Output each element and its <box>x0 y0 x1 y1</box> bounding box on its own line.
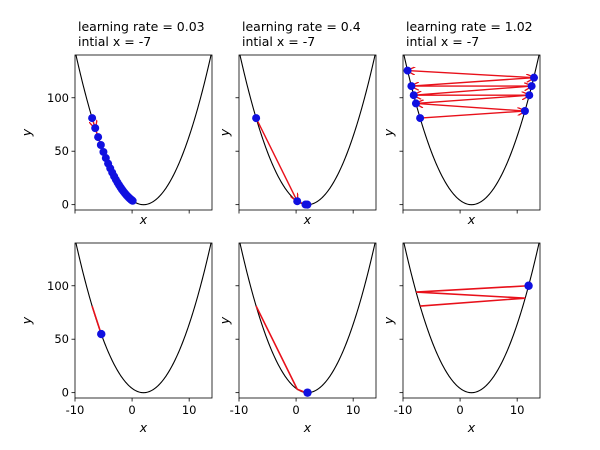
data-marks <box>416 281 533 307</box>
x-axis-label: x <box>303 212 312 227</box>
x-axis-label: x <box>139 420 148 435</box>
subplot-1: learning rate = 0.03 intial x = -7 0 50 100… <box>19 19 213 227</box>
subplot-6: -10 0 10 x y <box>381 242 541 435</box>
axes-frame <box>74 54 213 211</box>
descent-point <box>94 133 103 142</box>
descent-point <box>527 82 536 91</box>
descent-point <box>99 147 108 156</box>
descent-point <box>88 114 97 123</box>
y-axis-label: y <box>19 316 34 325</box>
y-axis-label: y <box>217 128 232 137</box>
subplot-3: learning rate = 1.02 intial x = -7 x y <box>381 19 541 227</box>
y-tick-label: 0 <box>62 198 69 212</box>
descent-step-arrow <box>420 111 525 119</box>
descent-trail <box>255 305 308 394</box>
axes-frame <box>74 242 213 399</box>
x-axis-label: x <box>139 212 148 227</box>
descent-trail <box>91 305 103 335</box>
descent-step-arrow <box>408 71 535 79</box>
axes-frame <box>238 54 377 211</box>
x-axis-label: x <box>303 420 312 435</box>
x-tick-label: 10 <box>182 403 197 417</box>
descent-point <box>252 114 261 123</box>
x-tick-label: 0 <box>292 403 299 417</box>
y-tick-label: 100 <box>47 279 69 293</box>
y-tick-label: 0 <box>62 386 69 400</box>
x-tick-label: 0 <box>128 403 135 417</box>
subplot-title-line: intial x = -7 <box>78 34 151 49</box>
descent-point <box>411 99 420 108</box>
current-point <box>303 388 312 397</box>
subplot-title-line: learning rate = 0.03 <box>78 19 205 34</box>
descent-point <box>409 91 418 100</box>
subplot-title-line: learning rate = 0.4 <box>242 19 361 34</box>
subplot-2: learning rate = 0.4 intial x = -7 x y <box>217 19 377 227</box>
x-tick-label: -10 <box>230 403 249 417</box>
descent-trail <box>416 284 529 307</box>
current-point <box>97 329 106 339</box>
subplot-title-line: learning rate = 1.02 <box>406 19 533 34</box>
descent-step-arrow <box>413 86 532 96</box>
x-tick-label: 0 <box>456 403 463 417</box>
y-axis-label: y <box>19 128 34 137</box>
y-tick-label: 100 <box>47 91 69 105</box>
descent-point <box>403 66 412 75</box>
descent-point <box>416 114 425 123</box>
subplot-4: 0 50 100 -10 0 10 x y <box>19 242 213 435</box>
function-curve <box>239 243 376 394</box>
subplot-5: -10 0 10 x y <box>217 242 377 435</box>
descent-step-arrow <box>415 95 529 105</box>
y-axis-label: y <box>381 128 396 137</box>
data-marks <box>88 114 137 205</box>
y-tick-label: 50 <box>54 332 69 346</box>
descent-point <box>96 141 105 150</box>
x-tick-label: 10 <box>510 403 525 417</box>
y-axis-label: y <box>381 316 396 325</box>
x-tick-label: -10 <box>394 403 413 417</box>
axes-frame <box>402 54 541 211</box>
descent-point <box>303 200 312 209</box>
y-tick-label: 50 <box>54 144 69 158</box>
descent-point <box>293 197 302 206</box>
descent-point <box>91 124 100 133</box>
axes-frame <box>238 242 377 399</box>
subplot-title-line: intial x = -7 <box>406 34 479 49</box>
x-axis-label: x <box>467 212 476 227</box>
x-tick-label: 10 <box>346 403 361 417</box>
data-marks <box>91 305 106 339</box>
descent-point <box>407 82 416 91</box>
function-curve <box>239 55 376 206</box>
data-marks <box>403 66 539 123</box>
descent-point <box>520 107 529 116</box>
descent-point <box>525 91 534 100</box>
data-marks <box>255 305 312 397</box>
function-curve <box>403 243 540 394</box>
descent-step-arrow <box>255 117 297 201</box>
descent-step-arrow <box>411 78 534 87</box>
x-tick-label: -10 <box>66 403 85 417</box>
descent-point <box>530 73 539 82</box>
descent-point <box>128 196 137 205</box>
subplot-title-line: intial x = -7 <box>242 34 315 49</box>
x-axis-label: x <box>467 420 476 435</box>
function-curve <box>403 55 540 206</box>
current-point <box>524 281 533 290</box>
axes-frame <box>402 242 541 399</box>
descent-step-arrow <box>416 103 525 112</box>
y-axis-label: y <box>217 316 232 325</box>
data-marks <box>252 114 312 209</box>
